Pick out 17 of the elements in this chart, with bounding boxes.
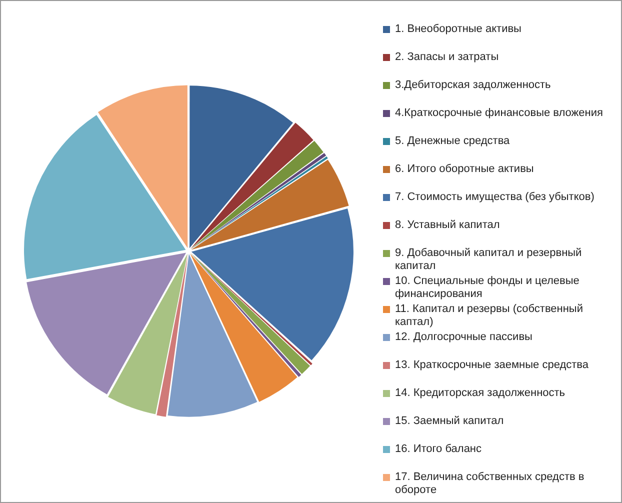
legend-label: 3.Дебиторская задолженность — [395, 79, 551, 92]
legend-label: 6. Итого оборотные активы — [395, 163, 534, 176]
legend-label: 10. Специальные фонды и целевые финансирования — [395, 275, 580, 301]
legend-label: 11. Капитал и резервы (собственный каптал) — [395, 303, 584, 329]
legend-label: 2. Запасы и затраты — [395, 51, 499, 64]
legend-label: 14. Кредиторская задолженность — [395, 387, 566, 400]
legend-label: 16. Итого баланс — [395, 443, 482, 456]
legend-label: 4.Краткосрочные финансовые вложения — [395, 107, 603, 120]
legend-label: 1. Внеоборотные активы — [395, 23, 522, 36]
legend-label: 8. Уставный капитал — [395, 219, 500, 232]
legend-label: 15. Заемный капитал — [395, 415, 504, 428]
legend-label: 12. Долгосрочные пассивы — [395, 331, 532, 344]
legend-label: 5. Денежные средства — [395, 135, 510, 148]
legend-label: 13. Краткосрочные заемные средства — [395, 359, 589, 372]
legend-label: 9. Добавочный капитал и резервный капитал — [395, 247, 583, 273]
legend-label: 7. Стоимость имущества (без убытков) — [395, 191, 594, 204]
legend-label: 17. Величина собственных средств в обороте — [395, 471, 586, 497]
